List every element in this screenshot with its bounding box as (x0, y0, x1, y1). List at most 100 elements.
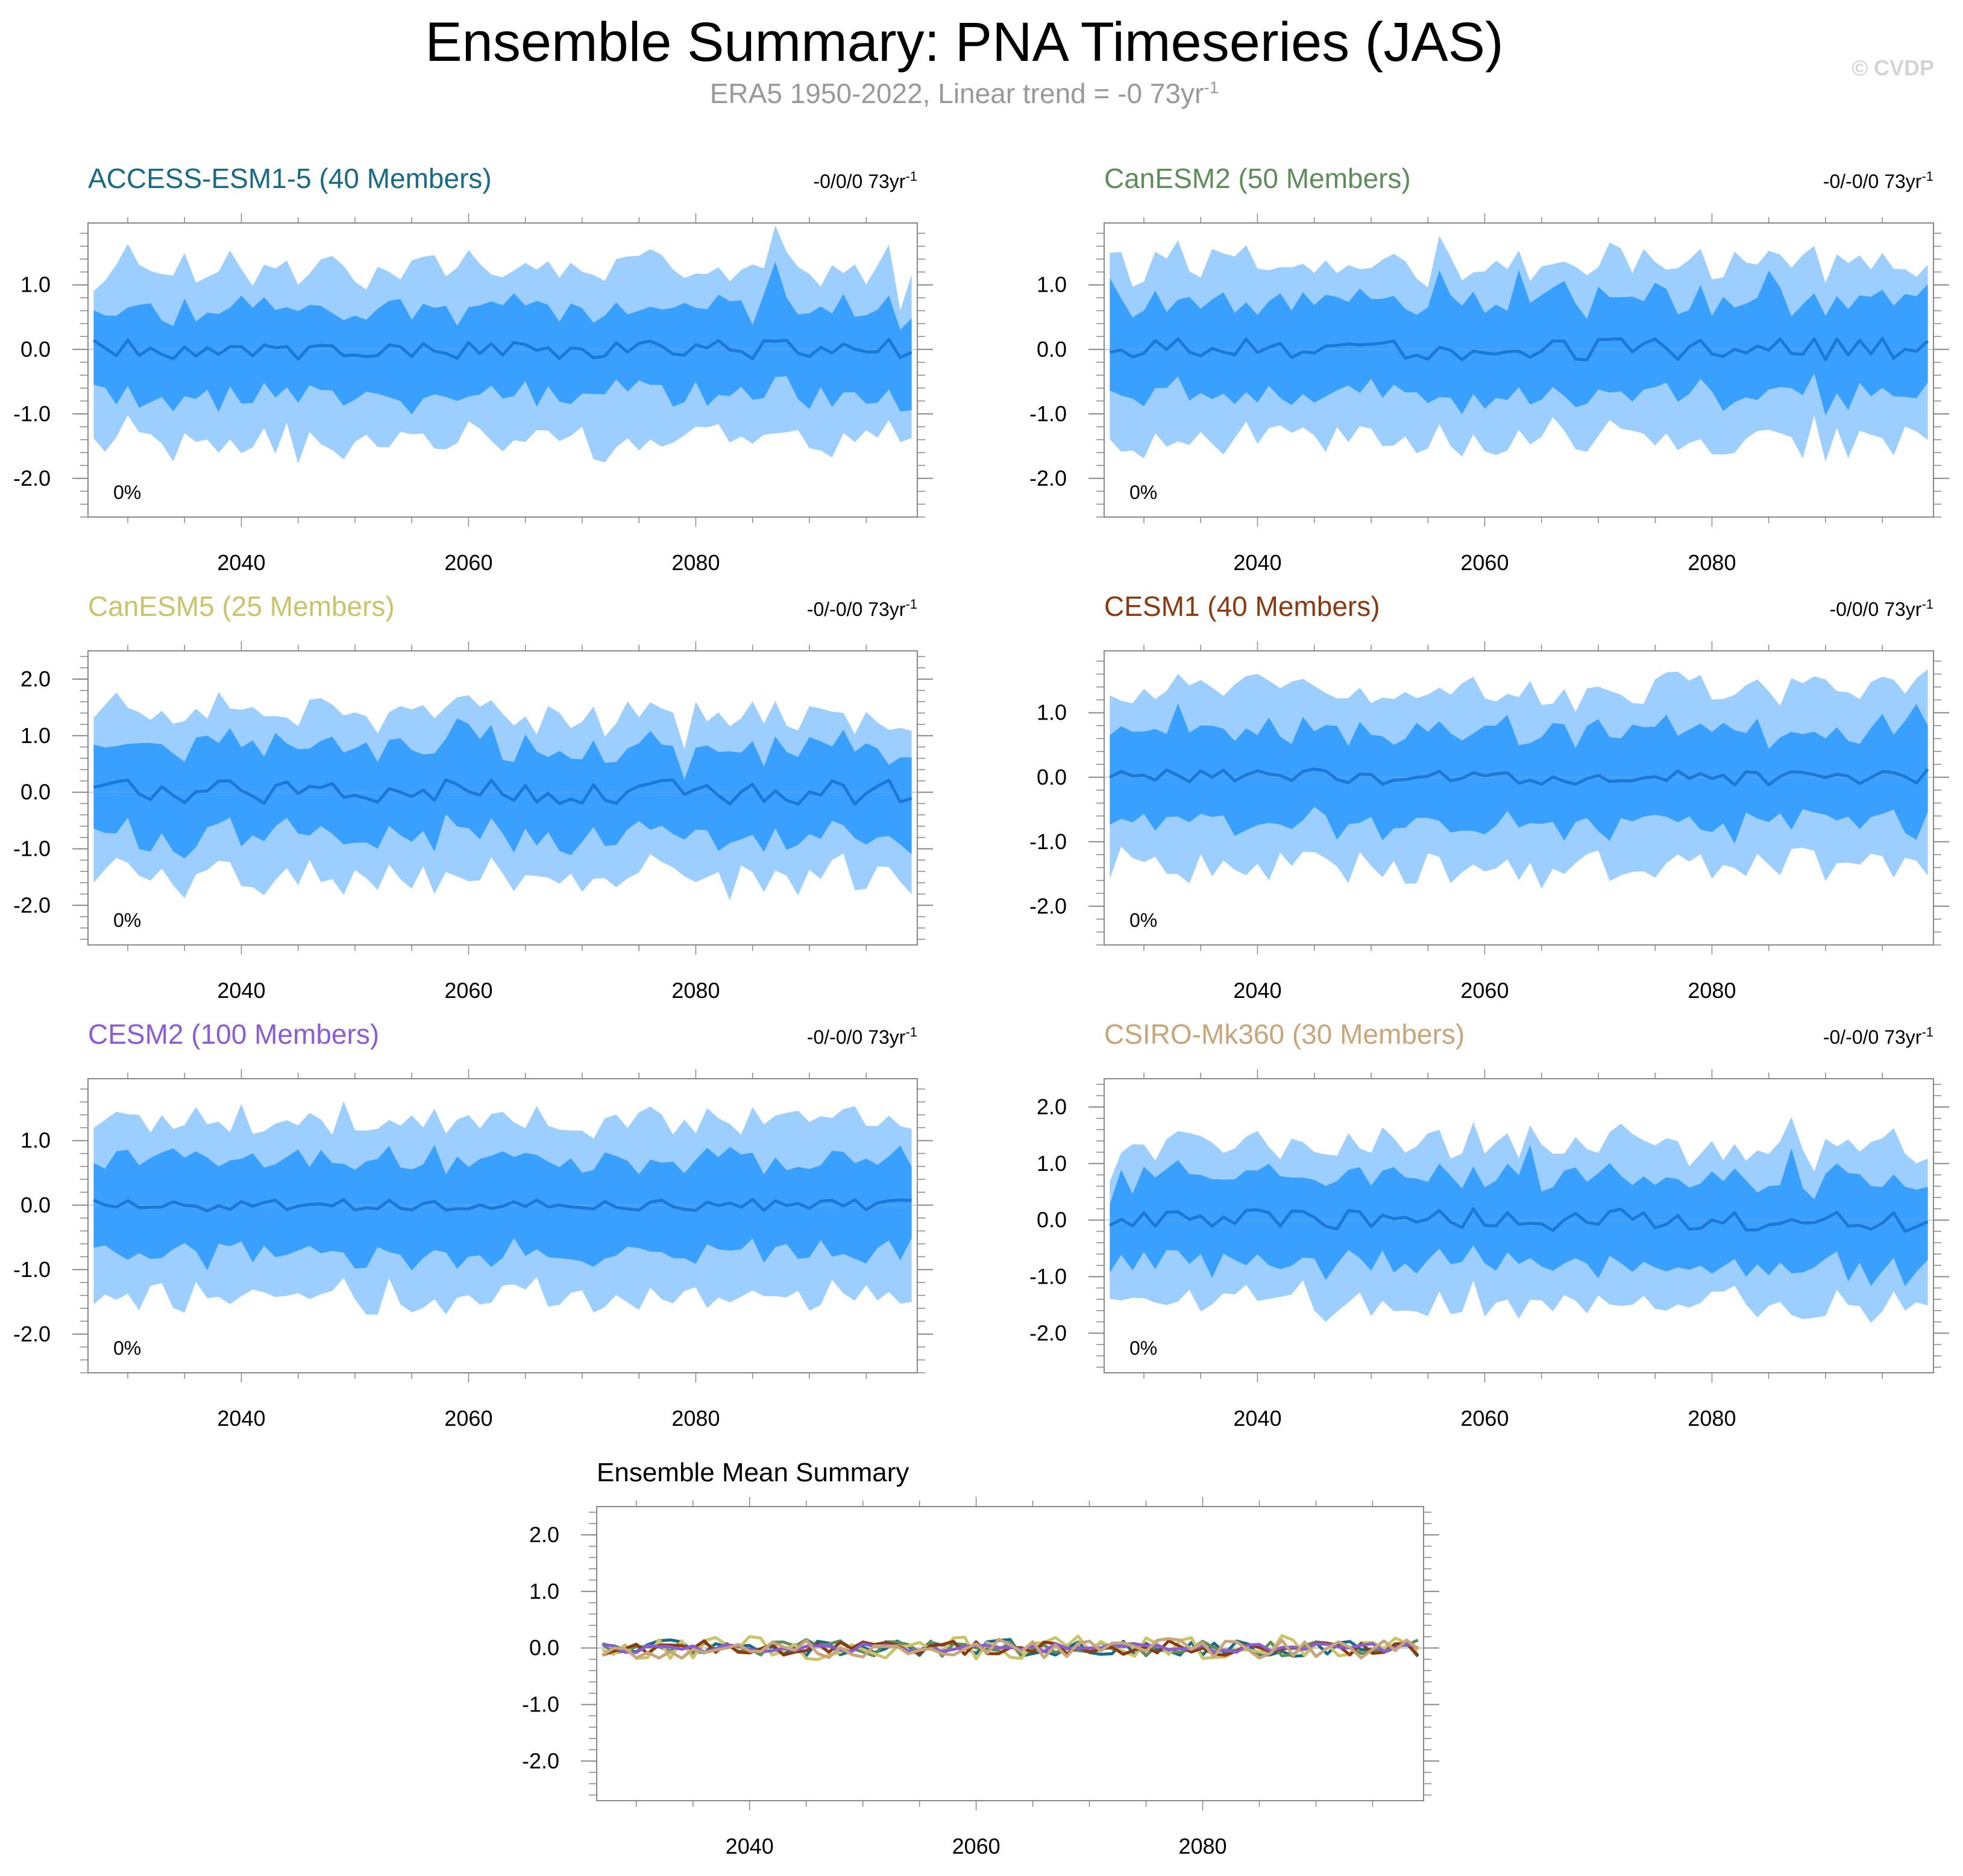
y-tick-label: 2.0 (1037, 1094, 1067, 1119)
y-tick-label: -2.0 (13, 1322, 51, 1346)
series-line-canesm5 (601, 1634, 1419, 1661)
plot-frame (87, 222, 918, 518)
y-tick-label: -1.0 (13, 1257, 51, 1282)
chart-panel-5: CESM2 (100 Members) -0/-0/0 73yr-1 1.0 0.0 -… (13, 1018, 933, 1431)
chart-panel-4: CESM1 (40 Members) -0/0/0 73yr-1 1.0 0.0 -1.… (1029, 591, 1949, 1003)
y-tick-label: -1.0 (522, 1692, 559, 1716)
y-tick-label: 1.0 (20, 272, 51, 297)
percent-label: 0% (1129, 909, 1157, 931)
y-tick-label: 0.0 (20, 1193, 51, 1217)
y-tick-label: -2.0 (13, 466, 51, 491)
trend-exponent: -1 (905, 597, 917, 612)
chart-panel-2: CanESM2 (50 Members) -0/-0/0 73yr-1 1.0 0.0… (1029, 163, 1949, 575)
y-tick-label: -2.0 (13, 893, 51, 917)
y-tick-label: -1.0 (1029, 829, 1067, 854)
series-line-cesm2 (601, 1642, 1419, 1654)
x-tick-label: 2080 (1688, 550, 1736, 575)
x-tick-label: 2060 (444, 550, 492, 575)
y-tick-label: -1.0 (1029, 401, 1067, 426)
trend-label: -0/0/0 73yr-1 (813, 169, 917, 193)
y-tick-label: 2.0 (20, 667, 51, 691)
x-tick-label: 2080 (1688, 978, 1736, 1003)
y-tick-label: 1.0 (1037, 272, 1067, 297)
y-tick-label: -2.0 (1029, 1320, 1067, 1345)
panel-title: ACCESS-ESM1-5 (40 Members) (88, 163, 492, 194)
trend-value: -0/-0/0 73yr (807, 598, 906, 620)
x-tick-label: 2060 (952, 1834, 1000, 1859)
chart-panel-6: CSIRO-Mk360 (30 Members) -0/-0/0 73yr-1 2.… (1029, 1018, 1949, 1431)
percent-label: 0% (1129, 482, 1157, 503)
trend-value: -0/-0/0 73yr (1823, 1026, 1922, 1048)
trend-label: -0/0/0 73yr-1 (1829, 597, 1933, 621)
x-tick-label: 2040 (217, 550, 265, 575)
trend-exponent: -1 (1921, 597, 1933, 612)
ensemble-median-line (1109, 337, 1929, 362)
x-tick-label: 2080 (671, 978, 720, 1003)
plot-frame (1104, 1078, 1934, 1373)
y-tick-label: 0.0 (1037, 1208, 1067, 1232)
y-tick-label: 1.0 (20, 1128, 51, 1153)
trend-label: -0/-0/0 73yr-1 (1823, 1024, 1933, 1049)
x-tick-label: 2040 (1233, 550, 1281, 575)
percent-label: 0% (1129, 1337, 1157, 1359)
figure-title: Ensemble Summary: PNA Timeseries (JAS) (425, 11, 1504, 73)
y-tick-label: 0.0 (529, 1636, 559, 1660)
trend-label: -0/-0/0 73yr-1 (1823, 169, 1933, 193)
trend-exponent: -1 (905, 1024, 917, 1040)
x-tick-label: 2040 (1233, 1406, 1281, 1431)
x-tick-label: 2040 (726, 1834, 774, 1859)
y-tick-label: -2.0 (1029, 466, 1067, 491)
percent-label: 0% (113, 1337, 141, 1359)
inner-range-band (93, 262, 912, 415)
x-tick-label: 2040 (1233, 978, 1281, 1003)
inner-range-band (93, 718, 912, 859)
x-tick-label: 2040 (217, 1406, 265, 1431)
ensemble-median-line (92, 337, 912, 361)
plot-frame (1104, 650, 1934, 946)
trend-exponent: -1 (1921, 169, 1933, 184)
y-tick-label: 0.0 (20, 337, 51, 362)
y-tick-label: 1.0 (1037, 700, 1067, 725)
series-line-csiro-mk360 (601, 1637, 1419, 1660)
y-tick-label: 2.0 (529, 1522, 559, 1547)
figure-subtitle: ERA5 1950-2022, Linear trend = -0 73yr-1 (0, 77, 1929, 110)
x-tick-label: 2080 (671, 1406, 720, 1431)
y-tick-label: 1.0 (20, 723, 51, 748)
chart-panel-1: ACCESS-ESM1-5 (40 Members) -0/0/0 73yr-1 1… (13, 163, 933, 575)
trend-exponent: -1 (1921, 1024, 1933, 1040)
panel-title: CanESM2 (50 Members) (1104, 163, 1411, 194)
inner-range-band (1110, 703, 1928, 844)
trend-exponent: -1 (905, 169, 917, 184)
y-tick-label: 1.0 (1037, 1151, 1067, 1176)
y-tick-label: 0.0 (1037, 765, 1067, 789)
panel-title: CESM2 (100 Members) (88, 1018, 379, 1050)
trend-value: -0/-0/0 73yr (807, 1026, 906, 1048)
plot-frame (1104, 222, 1934, 518)
y-tick-label: 0.0 (20, 780, 51, 805)
plot-frame (87, 1078, 918, 1373)
chart-panel-3: CanESM5 (25 Members) -0/-0/0 73yr-1 2.0 1.0… (13, 591, 933, 1003)
x-tick-label: 2040 (217, 978, 265, 1003)
trend-value: -0/0/0 73yr (1829, 598, 1921, 620)
x-tick-label: 2080 (1178, 1834, 1226, 1859)
x-tick-label: 2080 (671, 550, 720, 575)
trend-label: -0/-0/0 73yr-1 (807, 597, 917, 621)
panel-title: Ensemble Mean Summary (597, 1458, 909, 1487)
inner-range-band (1110, 1144, 1928, 1287)
x-tick-label: 2060 (1460, 978, 1509, 1003)
y-tick-label: 1.0 (529, 1579, 559, 1604)
percent-label: 0% (113, 482, 141, 503)
x-tick-label: 2060 (1460, 550, 1509, 575)
plot-frame (596, 1506, 1424, 1801)
subtitle-text: ERA5 1950-2022, Linear trend = -0 73yr (709, 78, 1204, 109)
y-tick-label: 0.0 (1037, 337, 1067, 362)
y-tick-label: -1.0 (1029, 1264, 1067, 1288)
ensemble-median-line (1109, 767, 1929, 787)
panel-title: CSIRO-Mk360 (30 Members) (1104, 1018, 1465, 1050)
ensemble-median-line (1109, 1207, 1929, 1233)
chart-panel-7: Ensemble Mean Summary 2.0 1.0 0.0 -1.0 -2.0 20… (522, 1458, 1439, 1859)
trend-label: -0/-0/0 73yr-1 (807, 1024, 917, 1049)
panel-title: CESM1 (40 Members) (1104, 591, 1380, 622)
ensemble-median-line (93, 1197, 912, 1212)
